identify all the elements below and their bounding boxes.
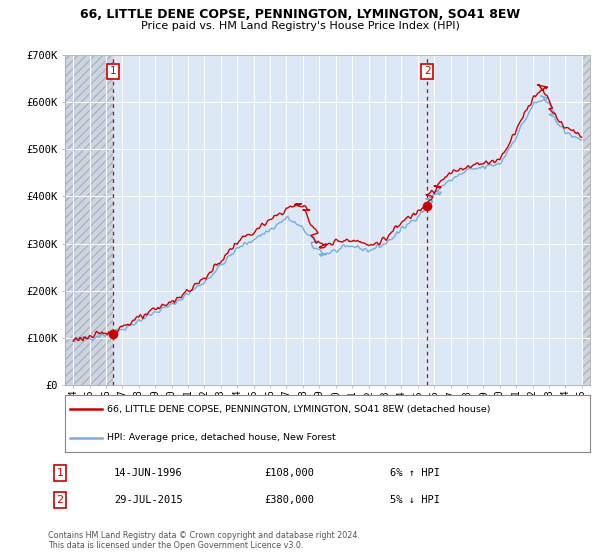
Text: 66, LITTLE DENE COPSE, PENNINGTON, LYMINGTON, SO41 8EW: 66, LITTLE DENE COPSE, PENNINGTON, LYMIN… [80, 8, 520, 21]
Text: 29-JUL-2015: 29-JUL-2015 [114, 495, 183, 505]
Text: HPI: Average price, detached house, New Forest: HPI: Average price, detached house, New … [107, 433, 336, 442]
Bar [582, 55, 590, 385]
Text: £108,000: £108,000 [264, 468, 314, 478]
Text: 2: 2 [56, 495, 64, 505]
Text: 2: 2 [424, 67, 431, 77]
Text: 1: 1 [56, 468, 64, 478]
Text: 6% ↑ HPI: 6% ↑ HPI [390, 468, 440, 478]
Text: 66, LITTLE DENE COPSE, PENNINGTON, LYMINGTON, SO41 8EW (detached house): 66, LITTLE DENE COPSE, PENNINGTON, LYMIN… [107, 405, 491, 414]
Text: 5% ↓ HPI: 5% ↓ HPI [390, 495, 440, 505]
Text: £380,000: £380,000 [264, 495, 314, 505]
Text: Price paid vs. HM Land Registry's House Price Index (HPI): Price paid vs. HM Land Registry's House … [140, 21, 460, 31]
Text: Contains HM Land Registry data © Crown copyright and database right 2024.
This d: Contains HM Land Registry data © Crown c… [48, 531, 360, 550]
Text: 14-JUN-1996: 14-JUN-1996 [114, 468, 183, 478]
Bar [65, 55, 113, 385]
Text: 1: 1 [110, 67, 117, 77]
